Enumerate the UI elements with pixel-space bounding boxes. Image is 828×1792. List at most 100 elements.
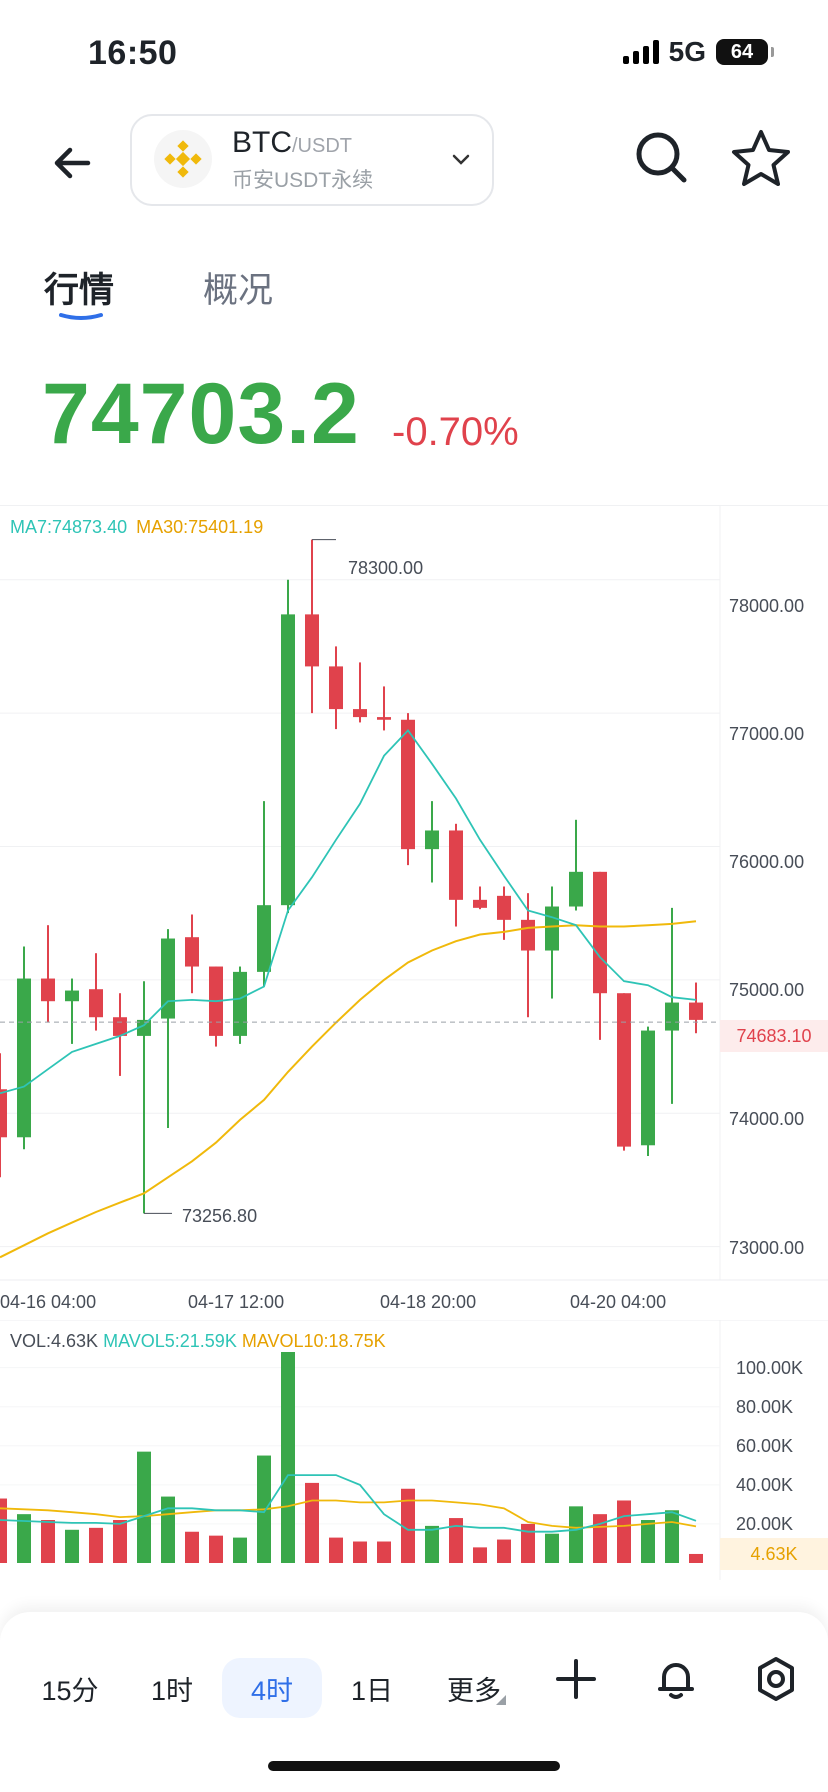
candle (185, 914, 199, 994)
ma30-legend: MA30:75401.19 (136, 517, 264, 537)
network-label: 5G (668, 36, 706, 67)
market-label: 币安USDT永续 (232, 169, 374, 192)
x-tick: 04-18 20:00 (380, 1292, 477, 1312)
x-tick: 04-16 04:00 (0, 1292, 97, 1312)
candle (89, 953, 103, 1031)
candle (113, 993, 127, 1076)
candle (689, 982, 703, 1034)
chevron-down-icon (452, 154, 470, 165)
volume-bar (281, 1352, 295, 1563)
candle (353, 662, 367, 723)
volume-bar (377, 1541, 391, 1563)
candle (329, 646, 343, 730)
candle (617, 993, 631, 1151)
tab-market[interactable]: 行情 (44, 271, 115, 310)
candle (665, 907, 679, 1104)
bell-icon[interactable] (652, 1655, 700, 1703)
y-tick: 74000.00 (729, 1109, 805, 1129)
y-tick: 76000.00 (729, 852, 805, 872)
candle (137, 981, 151, 1214)
low-label: 73256.80 (182, 1206, 258, 1226)
volume-bar (65, 1529, 79, 1563)
volume-bar (329, 1537, 343, 1563)
interval-4h[interactable]: 4时 (222, 1658, 322, 1718)
candle (65, 978, 79, 1044)
volume-chart[interactable] (0, 1320, 828, 1580)
ma-legend: MA7:74873.40 MA30:75401.19 (10, 517, 267, 538)
candlestick-chart[interactable] (0, 505, 828, 1285)
vol-legend: VOL:4.63K (10, 1331, 99, 1351)
y-tick: 77000.00 (729, 724, 805, 744)
current-price-tag: 74683.10 (720, 1020, 828, 1052)
gear-icon[interactable] (752, 1655, 800, 1703)
volume-bar (521, 1523, 535, 1563)
y-tick: 78000.00 (729, 596, 805, 616)
pair-name: BTC/USDT (232, 126, 352, 159)
star-icon[interactable] (730, 128, 792, 190)
more-corner-icon (496, 1695, 506, 1705)
candle (209, 966, 223, 1047)
pair-selector[interactable]: BTC/USDT 币安USDT永续 (130, 114, 494, 206)
candle (41, 925, 55, 1023)
volume-bar (0, 1498, 7, 1563)
vol-y-tick: 60.00K (736, 1436, 794, 1456)
volume-bar (41, 1520, 55, 1563)
candle (569, 819, 583, 911)
volume-bar (569, 1506, 583, 1563)
volume-bar (353, 1541, 367, 1563)
candle (0, 1053, 7, 1178)
volume-bar (113, 1520, 127, 1563)
vol-y-tick: 20.00K (736, 1514, 794, 1534)
candle (233, 966, 247, 1044)
status-icons: 5G 64 (622, 36, 774, 68)
y-tick: 75000.00 (729, 980, 805, 1000)
mavol5-line (0, 1474, 697, 1533)
plus-icon[interactable] (552, 1655, 600, 1703)
volume-bar (641, 1520, 655, 1563)
candle (449, 823, 463, 927)
status-time: 16:50 (88, 34, 178, 72)
volume-bar (305, 1482, 319, 1563)
binance-logo-icon (154, 130, 212, 188)
volume-bar (161, 1496, 175, 1563)
battery-icon: 64 (716, 39, 774, 65)
candle (425, 801, 439, 883)
volume-bar (545, 1533, 559, 1563)
volume-bar (665, 1510, 679, 1563)
candle (257, 801, 271, 987)
volume-bar (209, 1535, 223, 1563)
candle (641, 1026, 655, 1156)
interval-15m[interactable]: 15分 (41, 1675, 99, 1706)
candle (473, 886, 487, 910)
interval-1d[interactable]: 1日 (350, 1675, 394, 1706)
candle (17, 946, 31, 1150)
ma7-legend: MA7:74873.40 (10, 517, 128, 537)
candle (377, 686, 391, 731)
candle (281, 579, 295, 914)
volume-legend: VOL:4.63K MAVOL5:21.59K MAVOL10:18.75K (10, 1331, 386, 1352)
divider (0, 505, 828, 506)
tab-active-indicator (59, 313, 103, 320)
vol-y-tick: 80.00K (736, 1397, 794, 1417)
interval-1h[interactable]: 1时 (150, 1675, 194, 1706)
signal-icon (622, 40, 659, 64)
volume-bar (137, 1451, 151, 1563)
volume-bar (497, 1539, 511, 1563)
back-arrow-icon[interactable] (48, 138, 98, 188)
candle (545, 886, 559, 999)
vol-y-tick: 100.00K (736, 1358, 804, 1378)
volume-bar (401, 1488, 415, 1563)
volume-bar (233, 1537, 247, 1563)
search-icon[interactable] (634, 130, 690, 186)
mavol10-legend: MAVOL10:18.75K (241, 1331, 386, 1351)
ma7-line (0, 728, 697, 1095)
interval-more[interactable]: 更多 (447, 1675, 501, 1706)
current-volume-tag: 4.63K (720, 1538, 828, 1570)
volume-bar (689, 1553, 703, 1563)
volume-bar (89, 1527, 103, 1563)
home-indicator (268, 1761, 560, 1771)
mavol10-line (0, 1499, 697, 1529)
high-label: 78300.00 (348, 558, 424, 578)
ma30-line (0, 920, 697, 1259)
tab-overview[interactable]: 概况 (203, 271, 274, 310)
